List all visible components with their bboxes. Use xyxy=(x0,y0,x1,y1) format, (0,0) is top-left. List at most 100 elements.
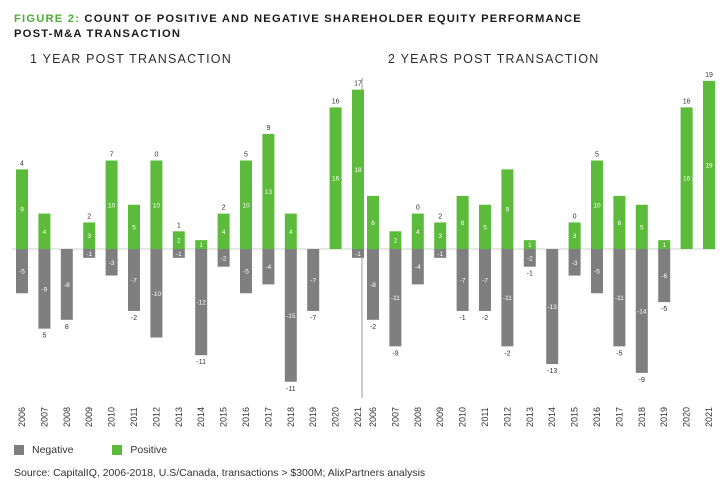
label-positive-p2-2009: 3 xyxy=(438,233,442,240)
label-negative-p1-2018: -15 xyxy=(286,313,296,320)
label-net-p1-2016: 5 xyxy=(244,152,248,159)
label-net-p2-2016: 5 xyxy=(595,152,599,159)
label-net-p1-2010: 7 xyxy=(110,152,114,159)
label-net-p1-2021: 17 xyxy=(354,81,362,88)
bar-negative-p1-2021 xyxy=(352,249,364,258)
label-negative-p2-2017: -11 xyxy=(615,295,624,302)
figure-title: FIGURE 2: COUNT OF POSITIVE AND NEGATIVE… xyxy=(14,12,582,42)
label-net-p1-2012: 0 xyxy=(154,152,158,159)
bar-positive-p1-2015 xyxy=(217,213,230,249)
tick-label-p2-2015: 2015 xyxy=(570,407,580,427)
bar-negative-p2-2010 xyxy=(456,249,469,311)
tick-label-p1-2008: 2008 xyxy=(62,407,72,427)
label-negative-p2-2018: -14 xyxy=(637,308,647,315)
label-positive-p1-2019: 0 xyxy=(311,244,315,251)
tick-label-p2-2013: 2013 xyxy=(525,407,535,427)
bar-positive-p1-2017 xyxy=(262,133,275,249)
legend-label-positive: Positive xyxy=(130,444,168,456)
bar-negative-p1-2016 xyxy=(240,249,252,294)
bar-negative-p2-2017 xyxy=(613,249,626,347)
bar-positive-p1-2010 xyxy=(105,160,118,249)
bar-negative-p1-2013 xyxy=(172,249,185,258)
tick-label-p2-2016: 2016 xyxy=(592,407,602,427)
bar-positive-p2-2015 xyxy=(568,222,581,249)
tick-label-p1-2010: 2010 xyxy=(107,407,117,427)
label-positive-p2-2012: 9 xyxy=(506,207,510,214)
label-positive-p1-2016: 10 xyxy=(242,202,250,209)
bar-positive-p2-2012 xyxy=(501,169,514,249)
tick-label-p1-2007: 2007 xyxy=(39,407,49,427)
bar-positive-p1-2021 xyxy=(352,89,364,249)
legend-label-negative: Negative xyxy=(32,444,74,456)
label-net-p1-2013: 1 xyxy=(177,222,181,229)
tick-label-p1-2014: 2014 xyxy=(196,407,206,427)
label-positive-p1-2010: 10 xyxy=(108,202,116,209)
bar-positive-p2-2016 xyxy=(591,160,603,249)
bar-negative-p2-2019 xyxy=(658,249,671,303)
legend-item-negative: Negative xyxy=(14,444,73,456)
figure-title-line2: POST-M&A TRANSACTION xyxy=(14,28,182,40)
label-positive-p2-2014: 0 xyxy=(550,244,554,251)
label-net-p1-2011: -2 xyxy=(131,315,137,322)
label-negative-p1-2007: -9 xyxy=(42,286,48,293)
label-positive-p1-2009: 3 xyxy=(87,233,91,240)
label-net-p2-2015: 0 xyxy=(573,213,577,220)
bar-positive-p2-2010 xyxy=(456,195,469,249)
bar-negative-p2-2016 xyxy=(591,249,603,294)
tick-label-p1-2021: 2021 xyxy=(353,407,363,427)
label-net-p2-2014: -13 xyxy=(547,368,557,375)
label-negative-p2-2020: 0 xyxy=(685,253,689,260)
bar-positive-p2-2017 xyxy=(613,195,626,249)
bar-positive-p1-2009 xyxy=(83,222,96,249)
bar-positive-p2-2011 xyxy=(479,204,491,249)
tick-label-p1-2018: 2018 xyxy=(286,407,296,427)
bar-negative-p1-2010 xyxy=(105,249,118,276)
label-negative-p1-2008: -8 xyxy=(64,282,70,289)
bar-positive-p1-2018 xyxy=(284,213,297,249)
label-net-p2-2017: -5 xyxy=(616,350,622,357)
tick-label-p2-2017: 2017 xyxy=(614,407,624,427)
tick-label-p1-2009: 2009 xyxy=(84,407,94,427)
bar-positive-p1-2007 xyxy=(38,213,51,249)
label-positive-p1-2011: 5 xyxy=(132,224,136,231)
tick-label-p2-2018: 2018 xyxy=(637,407,647,427)
bar-positive-p2-2020 xyxy=(680,107,693,250)
label-net-p1-2018: -11 xyxy=(286,386,296,393)
label-negative-p1-2011: -7 xyxy=(131,277,137,284)
label-net-p2-2009: 2 xyxy=(438,213,442,220)
tick-label-p2-2014: 2014 xyxy=(547,407,557,427)
label-negative-p1-2016: -5 xyxy=(243,269,249,276)
label-positive-p1-2015: 4 xyxy=(222,229,226,236)
label-positive-p2-2008: 4 xyxy=(416,229,420,236)
label-negative-p1-2015: -2 xyxy=(221,255,227,262)
bar-positive-p1-2006 xyxy=(16,169,28,249)
label-positive-p2-2015: 3 xyxy=(573,233,577,240)
bar-positive-p2-2006 xyxy=(367,195,379,249)
bar-positive-p2-2007 xyxy=(389,231,402,249)
label-negative-p2-2011: -7 xyxy=(482,277,488,284)
label-net-p2-2019: -5 xyxy=(661,306,667,313)
label-positive-p1-2020: 16 xyxy=(332,176,340,183)
legend-swatch-negative xyxy=(14,445,24,455)
bar-positive-p2-2009 xyxy=(434,222,447,249)
label-positive-p2-2016: 10 xyxy=(593,202,601,209)
figure-label: FIGURE 2: xyxy=(14,13,81,25)
tick-label-p1-2017: 2017 xyxy=(263,407,273,427)
bar-positive-p1-2011 xyxy=(128,204,140,249)
label-negative-p1-2017: -4 xyxy=(266,264,272,271)
tick-label-p2-2009: 2009 xyxy=(435,407,445,427)
label-net-p2-2010: -1 xyxy=(459,315,465,322)
label-negative-p1-2010: -3 xyxy=(109,260,115,267)
panel-title-1yr: 1 YEAR POST TRANSACTION xyxy=(30,52,232,66)
label-negative-p1-2014: -12 xyxy=(196,300,206,307)
bar-negative-p2-2008 xyxy=(411,249,424,285)
label-net-p1-2014: -11 xyxy=(196,359,206,366)
bar-negative-p1-2008 xyxy=(60,249,73,320)
bar-negative-p2-2007 xyxy=(389,249,402,347)
tick-label-p1-2011: 2011 xyxy=(129,407,139,426)
tick-label-p1-2013: 2013 xyxy=(174,407,184,427)
tick-label-p2-2008: 2008 xyxy=(413,407,423,427)
label-negative-p2-2009: -1 xyxy=(437,251,443,258)
label-positive-p1-2013: 2 xyxy=(177,238,181,245)
label-net-p1-2015: 2 xyxy=(222,205,226,212)
